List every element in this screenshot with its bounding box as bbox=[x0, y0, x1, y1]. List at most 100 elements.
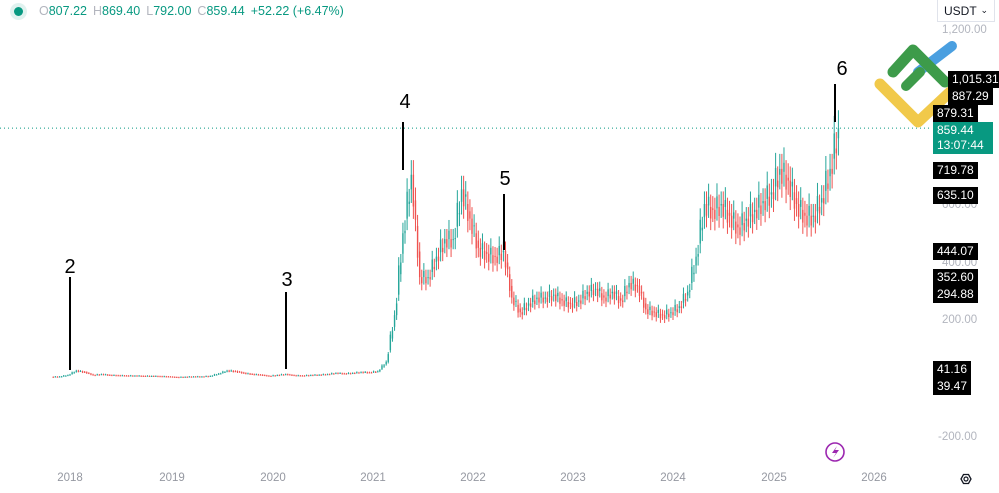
currency-dropdown[interactable]: USDT ⌄ bbox=[937, 0, 995, 22]
candle bbox=[668, 313, 670, 317]
candle bbox=[115, 375, 117, 377]
x-tick: 2026 bbox=[861, 472, 887, 484]
candle bbox=[601, 293, 603, 301]
candle bbox=[494, 255, 496, 257]
candle bbox=[820, 198, 823, 203]
candle bbox=[542, 297, 544, 303]
candle bbox=[619, 298, 622, 301]
candle bbox=[192, 376, 195, 378]
candle bbox=[571, 303, 574, 308]
candle bbox=[414, 200, 417, 220]
candle bbox=[328, 374, 331, 376]
candle bbox=[760, 205, 762, 214]
candle bbox=[167, 376, 170, 378]
candle bbox=[548, 291, 551, 297]
y-tick: 200.00 bbox=[942, 314, 978, 326]
candle bbox=[274, 375, 276, 377]
candle bbox=[333, 373, 335, 375]
candle bbox=[628, 282, 630, 288]
candle bbox=[343, 373, 345, 375]
candle bbox=[651, 310, 653, 316]
candle bbox=[366, 372, 369, 374]
candle bbox=[90, 373, 92, 375]
candle bbox=[768, 196, 771, 206]
candle bbox=[395, 303, 398, 316]
candle bbox=[63, 375, 65, 377]
high-value: 869.40 bbox=[102, 4, 141, 18]
candle bbox=[552, 294, 555, 296]
candle bbox=[638, 285, 641, 296]
candle bbox=[282, 374, 285, 376]
candle bbox=[94, 375, 96, 377]
price-label: 352.60 bbox=[933, 269, 978, 286]
candle bbox=[383, 365, 385, 367]
candle bbox=[800, 200, 802, 207]
ohlc-legend: O807.22 H869.40 L792.00 C859.44 +52.22 (… bbox=[14, 4, 344, 18]
candle bbox=[588, 291, 590, 297]
candle bbox=[787, 177, 789, 181]
candle bbox=[630, 282, 632, 290]
candle bbox=[102, 374, 105, 376]
candle bbox=[793, 192, 796, 209]
candle bbox=[825, 170, 827, 191]
candle bbox=[722, 204, 724, 217]
candle bbox=[699, 219, 701, 244]
candle bbox=[284, 374, 287, 376]
candle bbox=[159, 376, 161, 378]
candle bbox=[148, 375, 151, 377]
candle bbox=[104, 374, 107, 376]
candle bbox=[56, 376, 59, 378]
candle bbox=[479, 247, 482, 257]
candle bbox=[238, 371, 241, 373]
candle bbox=[816, 196, 819, 212]
candle bbox=[469, 211, 471, 219]
candle bbox=[418, 251, 421, 278]
candle bbox=[69, 374, 71, 376]
candle bbox=[559, 297, 561, 304]
candle bbox=[527, 303, 530, 306]
candle bbox=[140, 375, 142, 377]
candle bbox=[310, 375, 312, 377]
candle bbox=[718, 206, 720, 216]
x-tick: 2022 bbox=[460, 472, 486, 484]
candle bbox=[636, 285, 639, 287]
candle bbox=[251, 373, 253, 375]
candle bbox=[393, 315, 396, 327]
candle bbox=[109, 374, 111, 376]
candle bbox=[171, 376, 174, 378]
candle bbox=[259, 374, 262, 376]
candle bbox=[653, 311, 655, 313]
candle bbox=[666, 309, 668, 315]
candle bbox=[349, 373, 352, 375]
candle bbox=[423, 270, 425, 278]
candle bbox=[540, 292, 542, 298]
x-tick: 2021 bbox=[360, 472, 386, 484]
candle bbox=[257, 374, 260, 376]
candle bbox=[710, 206, 712, 219]
candle bbox=[634, 284, 637, 291]
candle bbox=[230, 370, 232, 372]
candle bbox=[111, 375, 113, 377]
x-tick: 2023 bbox=[560, 472, 586, 484]
candle bbox=[624, 285, 626, 297]
candle bbox=[308, 375, 310, 377]
candle bbox=[130, 375, 132, 377]
candle bbox=[83, 371, 86, 373]
candle bbox=[81, 371, 84, 373]
candle bbox=[435, 256, 438, 262]
candle bbox=[58, 376, 61, 378]
candle bbox=[391, 330, 394, 339]
candle bbox=[538, 297, 540, 303]
candle bbox=[161, 376, 163, 378]
candle bbox=[456, 202, 459, 227]
candle bbox=[502, 250, 505, 253]
candle bbox=[155, 375, 157, 377]
candle bbox=[733, 212, 735, 219]
candle bbox=[157, 376, 159, 378]
candle bbox=[586, 291, 588, 294]
candle bbox=[245, 373, 247, 375]
candle bbox=[205, 376, 207, 378]
candle bbox=[211, 375, 214, 377]
